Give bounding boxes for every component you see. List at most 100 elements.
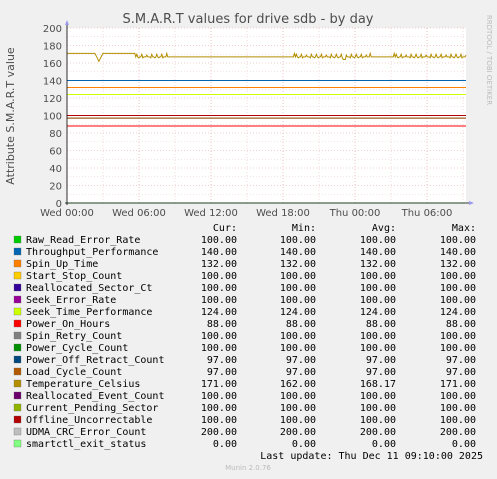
legend-series-name: Spin_Retry_Count: [26, 331, 122, 342]
y-tick-label: 20: [49, 182, 62, 193]
legend-value: 100.00: [360, 391, 396, 402]
legend-value: 200.00: [360, 427, 396, 438]
legend-series-name: Power_Cycle_Count: [26, 343, 128, 354]
x-tick-label: Thu 06:00: [401, 208, 453, 219]
legend-value: 97.00: [366, 355, 396, 366]
legend-value: 100.00: [360, 403, 396, 414]
legend-value: 168.17: [360, 379, 396, 390]
legend-header: Avg:: [372, 223, 396, 234]
y-tick-label: 200: [43, 24, 62, 35]
legend: Cur: Min: Avg: Max: Raw_Read_Error_Rate 100.0…: [13, 223, 476, 450]
legend-value: 88.00: [207, 319, 237, 330]
x-tick-label: Wed 00:00: [40, 208, 94, 219]
legend-value: 132.00: [280, 259, 316, 270]
legend-value: 100.00: [201, 343, 237, 354]
legend-value: 0.00: [372, 439, 396, 450]
legend-value: 97.00: [366, 367, 396, 378]
legend-value: 200.00: [280, 427, 316, 438]
legend-value: 100.00: [440, 235, 476, 246]
legend-series-name: Reallocated_Sector_Ct: [26, 283, 152, 294]
legend-series-name: Offline_Uncorrectable: [26, 415, 152, 426]
legend-value: 100.00: [201, 271, 237, 282]
legend-value: 100.00: [280, 235, 316, 246]
x-tick-label: Wed 06:00: [112, 208, 166, 219]
legend-value: 100.00: [440, 331, 476, 342]
legend-value: 100.00: [360, 343, 396, 354]
munin-version-footer: Munin 2.0.76: [225, 464, 271, 472]
series-line-temperature-celsius: [67, 51, 467, 63]
legend-series-name: Throughput_Performance: [26, 247, 158, 258]
legend-value: 88.00: [366, 319, 396, 330]
legend-header: Cur:: [213, 223, 237, 234]
legend-value: 100.00: [201, 331, 237, 342]
legend-series-name: Seek_Time_Performance: [26, 307, 152, 318]
legend-series-name: Power_On_Hours: [26, 319, 110, 330]
legend-value: 100.00: [280, 283, 316, 294]
last-update-text: Last update: Thu Dec 11 09:10:00 2025: [260, 451, 483, 462]
legend-swatch: [13, 391, 22, 400]
legend-value: 0.00: [452, 439, 476, 450]
y-tick-label: 100: [43, 112, 62, 123]
legend-value: 124.00: [201, 307, 237, 318]
legend-value: 100.00: [360, 283, 396, 294]
y-tick-label: 0: [56, 199, 62, 210]
x-tick-labels: Wed 00:00 Wed 06:00 Wed 12:00 Wed 18:00 Thu …: [40, 208, 452, 219]
legend-swatch: [13, 319, 22, 328]
legend-value: 100.00: [280, 415, 316, 426]
legend-value: 200.00: [201, 427, 237, 438]
legend-value: 171.00: [440, 379, 476, 390]
legend-swatch: [13, 403, 22, 412]
legend-swatch: [13, 343, 22, 352]
legend-swatch: [13, 307, 22, 316]
y-tick-label: 160: [43, 59, 62, 70]
legend-series-name: Power_Off_Retract_Count: [26, 355, 164, 366]
x-tick-label: Wed 18:00: [256, 208, 310, 219]
legend-value: 100.00: [360, 271, 396, 282]
legend-value: 97.00: [286, 367, 316, 378]
legend-swatch: [13, 295, 22, 304]
legend-header: Min:: [292, 223, 316, 234]
y-tick-label: 40: [49, 164, 62, 175]
legend-value: 100.00: [360, 295, 396, 306]
legend-value: 100.00: [280, 331, 316, 342]
legend-value: 100.00: [201, 391, 237, 402]
legend-swatch: [13, 331, 22, 340]
legend-value: 100.00: [440, 283, 476, 294]
legend-value: 132.00: [201, 259, 237, 270]
legend-value: 0.00: [292, 439, 316, 450]
legend-value: 140.00: [280, 247, 316, 258]
legend-series-name: Temperature_Celsius: [26, 379, 140, 390]
legend-value: 100.00: [440, 403, 476, 414]
legend-value: 132.00: [360, 259, 396, 270]
legend-value: 100.00: [440, 295, 476, 306]
legend-value: 100.00: [440, 415, 476, 426]
legend-value: 171.00: [201, 379, 237, 390]
legend-header: Max:: [452, 223, 476, 234]
legend-swatch: [13, 355, 22, 364]
legend-value: 132.00: [440, 259, 476, 270]
legend-swatch: [13, 259, 22, 268]
legend-series-name: Load_Cycle_Count: [26, 367, 122, 378]
rrdtool-watermark: RRDTOOL / TOBI OETIKER: [485, 15, 493, 105]
legend-series-name: Seek_Error_Rate: [26, 295, 116, 306]
legend-value: 100.00: [440, 343, 476, 354]
y-tick-label: 140: [43, 77, 62, 88]
legend-value: 97.00: [286, 355, 316, 366]
legend-value: 140.00: [201, 247, 237, 258]
legend-value: 100.00: [360, 415, 396, 426]
legend-value: 100.00: [201, 235, 237, 246]
legend-value: 97.00: [207, 355, 237, 366]
legend-swatch: [13, 427, 22, 436]
legend-swatch: [13, 379, 22, 388]
chart-title: S.M.A.R.T values for drive sdb - by day: [123, 12, 374, 27]
legend-value: 100.00: [280, 343, 316, 354]
legend-swatch: [13, 247, 22, 256]
legend-value: 140.00: [440, 247, 476, 258]
y-tick-label: 80: [49, 129, 62, 140]
legend-value: 0.00: [213, 439, 237, 450]
legend-value: 124.00: [360, 307, 396, 318]
legend-value: 100.00: [280, 403, 316, 414]
legend-value: 100.00: [280, 271, 316, 282]
